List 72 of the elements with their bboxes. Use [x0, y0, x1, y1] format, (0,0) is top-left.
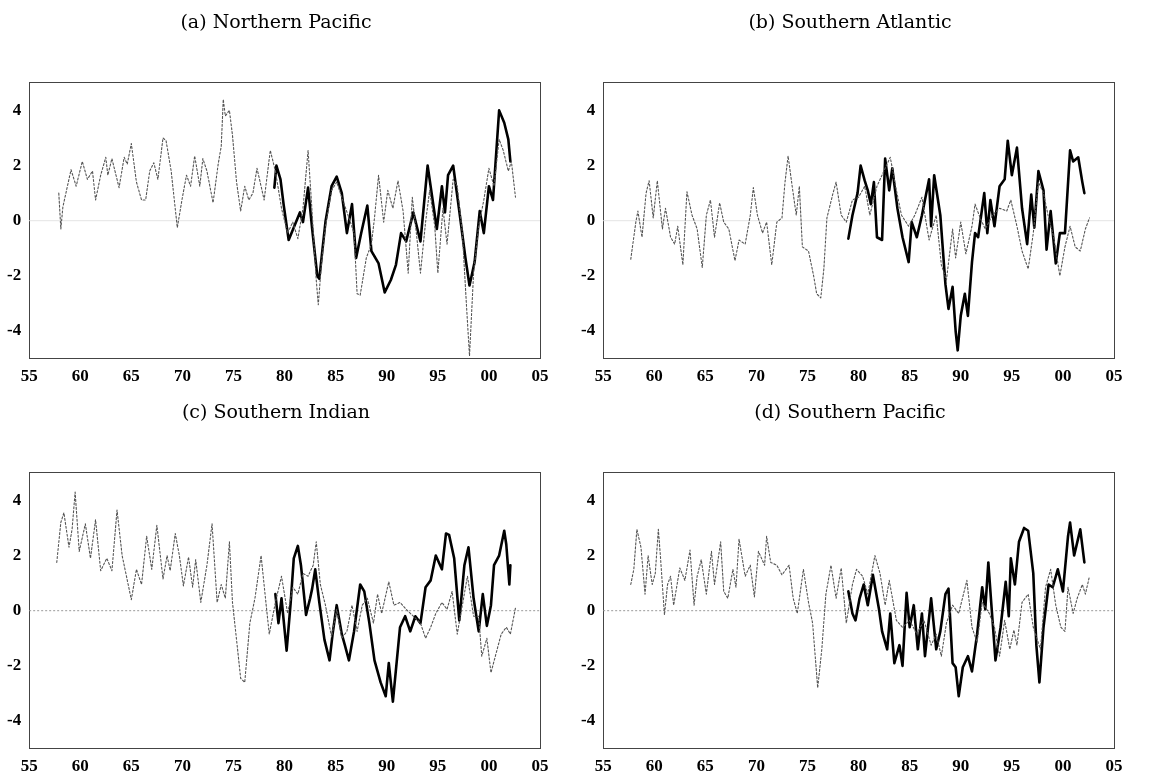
- x-tick-label: 55: [20, 756, 38, 776]
- x-tick-label: 75: [799, 756, 816, 776]
- x-tick-label: 90: [378, 756, 396, 776]
- y-tick-label: 2: [12, 544, 22, 564]
- y-tick-label: -2: [6, 655, 22, 675]
- y-tick-label: -4: [6, 320, 22, 340]
- x-tick-label: 90: [952, 756, 970, 776]
- x-tick-label: 60: [71, 756, 89, 776]
- x-tick-label: 75: [225, 366, 242, 386]
- x-tick-label: 85: [901, 366, 919, 386]
- y-tick-label: -4: [580, 320, 596, 340]
- chart-title: (a) Northern Pacific: [180, 10, 372, 33]
- x-tick-label: 05: [1105, 366, 1123, 386]
- x-tick-label: 00: [480, 366, 498, 386]
- x-tick-label: 80: [276, 756, 294, 776]
- x-tick-label: 80: [850, 366, 868, 386]
- y-tick-label: 0: [12, 600, 22, 620]
- x-tick-label: 90: [952, 366, 970, 386]
- x-tick-label: 55: [20, 366, 38, 386]
- x-tick-label: 60: [645, 366, 663, 386]
- x-tick-label: 00: [1054, 756, 1072, 776]
- x-tick-label: 55: [594, 366, 612, 386]
- line-series: [56, 491, 517, 683]
- x-tick-label: 85: [901, 756, 919, 776]
- x-tick-label: 70: [747, 366, 765, 386]
- line-series: [58, 98, 517, 357]
- x-tick-label: 65: [122, 756, 140, 776]
- line-series: [630, 155, 1091, 299]
- y-tick-label: 2: [586, 154, 596, 174]
- x-tick-label: 70: [173, 366, 191, 386]
- y-tick-label: -2: [580, 655, 596, 675]
- y-tick-label: 2: [12, 154, 22, 174]
- x-tick-label: 75: [799, 366, 816, 386]
- y-tick-label: 0: [12, 210, 22, 230]
- x-tick-label: 65: [696, 366, 714, 386]
- x-tick-label: 05: [531, 756, 549, 776]
- x-tick-label: 85: [327, 366, 345, 386]
- y-tick-label: -2: [580, 265, 596, 285]
- x-tick-label: 05: [531, 366, 549, 386]
- x-tick-label: 65: [696, 756, 714, 776]
- x-tick-label: 00: [1054, 366, 1072, 386]
- y-tick-label: 2: [586, 544, 596, 564]
- x-tick-label: 95: [1003, 756, 1021, 776]
- y-tick-label: -4: [580, 710, 596, 730]
- x-tick-label: 75: [225, 756, 242, 776]
- chart-title: (b) Southern Atlantic: [748, 10, 952, 33]
- x-tick-label: 95: [429, 756, 447, 776]
- x-tick-label: 80: [850, 756, 868, 776]
- x-tick-label: 90: [378, 366, 396, 386]
- y-tick-label: 4: [12, 99, 22, 119]
- x-tick-label: 70: [173, 756, 191, 776]
- x-tick-label: 60: [71, 366, 89, 386]
- x-tick-label: 85: [327, 756, 345, 776]
- chart-title: (c) Southern Indian: [181, 400, 371, 423]
- x-tick-label: 95: [1003, 366, 1021, 386]
- x-tick-label: 55: [594, 756, 612, 776]
- x-tick-label: 80: [276, 366, 294, 386]
- x-tick-label: 70: [747, 756, 765, 776]
- x-tick-label: 00: [480, 756, 498, 776]
- y-tick-label: 4: [586, 489, 596, 509]
- x-tick-label: 65: [122, 366, 140, 386]
- chart-title: (d) Southern Pacific: [754, 400, 946, 423]
- y-tick-label: 4: [12, 489, 22, 509]
- y-tick-label: 0: [586, 600, 596, 620]
- y-tick-label: -4: [6, 710, 22, 730]
- y-tick-label: 0: [586, 210, 596, 230]
- x-tick-label: 60: [645, 756, 663, 776]
- x-tick-label: 95: [429, 366, 447, 386]
- x-tick-label: 05: [1105, 756, 1123, 776]
- y-tick-label: -2: [6, 265, 22, 285]
- y-tick-label: 4: [586, 99, 596, 119]
- line-series: [630, 528, 1091, 689]
